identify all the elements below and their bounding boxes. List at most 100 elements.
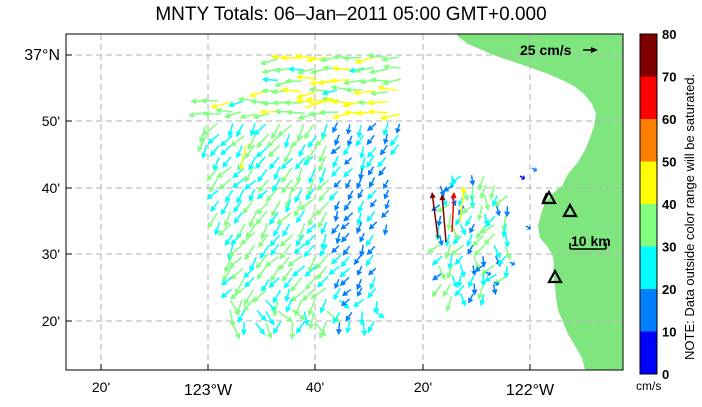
current-vector-head bbox=[340, 260, 347, 268]
current-vector-shaft bbox=[257, 123, 266, 133]
current-vector-head bbox=[308, 177, 315, 184]
current-vector-head bbox=[270, 249, 277, 256]
current-vector-shaft bbox=[270, 134, 281, 144]
current-vector-shaft bbox=[500, 255, 507, 262]
current-vector-head bbox=[281, 186, 288, 194]
current-vector-head bbox=[257, 186, 264, 193]
current-vector-shaft bbox=[193, 111, 207, 116]
current-vector-shaft bbox=[213, 145, 220, 153]
current-vector-head bbox=[244, 183, 251, 190]
current-vector-head bbox=[467, 297, 474, 304]
current-vector-head bbox=[304, 283, 312, 291]
current-vector-shaft bbox=[439, 235, 442, 242]
current-vector-head bbox=[336, 328, 342, 336]
current-vector-shaft bbox=[372, 101, 388, 104]
current-vector-shaft bbox=[369, 134, 375, 141]
current-vector-shaft bbox=[478, 264, 484, 270]
current-vector-shaft bbox=[445, 283, 452, 293]
colorbar-segment bbox=[640, 119, 657, 162]
current-vector-head bbox=[345, 129, 352, 135]
current-vector-shaft bbox=[265, 311, 272, 321]
current-vector-head bbox=[287, 66, 294, 73]
current-vector-shaft bbox=[211, 177, 219, 188]
current-vector-head bbox=[480, 261, 487, 268]
current-vector-shaft bbox=[321, 188, 330, 198]
current-vector-head bbox=[214, 229, 220, 236]
current-vector-head bbox=[231, 182, 239, 189]
current-vector-shaft bbox=[291, 111, 305, 114]
current-vector-head bbox=[389, 139, 396, 147]
current-vector-head bbox=[294, 163, 301, 170]
current-vector-head bbox=[333, 182, 340, 188]
current-vector-head bbox=[265, 260, 272, 267]
current-vector-shaft bbox=[207, 122, 218, 133]
current-vector-head bbox=[479, 299, 486, 307]
station-triangle-icon bbox=[541, 192, 549, 203]
current-vector-shaft bbox=[479, 284, 484, 295]
current-vector-shaft bbox=[362, 157, 366, 166]
current-vector-shaft bbox=[505, 265, 508, 273]
current-vector-head bbox=[281, 176, 288, 184]
current-vector-head bbox=[467, 248, 473, 255]
current-vector-shaft bbox=[234, 267, 244, 277]
current-vector-shaft bbox=[485, 271, 489, 275]
current-vector-shaft bbox=[503, 215, 507, 227]
current-vector-shaft bbox=[258, 210, 268, 221]
x-tick-label: 20' bbox=[414, 379, 432, 395]
map-title: MNTY Totals: 06–Jan–2011 05:00 GMT+0.000 bbox=[155, 4, 547, 25]
current-vector-shaft bbox=[472, 265, 475, 271]
current-vector-head bbox=[446, 224, 453, 231]
current-vector-shaft bbox=[369, 320, 375, 329]
current-vector-head bbox=[225, 195, 231, 203]
station-triangle-icon bbox=[547, 268, 563, 284]
current-vector-head bbox=[344, 159, 350, 165]
current-vector-shaft bbox=[336, 101, 352, 104]
current-vector-head bbox=[459, 271, 466, 279]
current-vector-shaft bbox=[301, 100, 317, 104]
current-vector-head bbox=[274, 108, 281, 115]
current-vector-shaft bbox=[437, 265, 444, 276]
current-vector-shaft bbox=[358, 287, 363, 293]
current-vector-shaft bbox=[284, 267, 293, 278]
current-vector-head bbox=[239, 113, 246, 120]
coastline-land bbox=[456, 34, 623, 370]
current-vector-head bbox=[340, 223, 347, 230]
current-vector-shaft bbox=[358, 124, 362, 133]
current-vector-shaft bbox=[345, 245, 351, 252]
current-vector-head bbox=[340, 300, 348, 307]
current-vector-shaft bbox=[361, 146, 365, 154]
current-vector-head bbox=[310, 293, 318, 300]
current-vector-shaft bbox=[479, 175, 485, 186]
current-vector-shaft bbox=[320, 155, 327, 168]
current-vector-head bbox=[201, 152, 208, 159]
current-vector-shaft bbox=[294, 289, 306, 299]
colorbar-tick-label: 60 bbox=[662, 112, 676, 127]
current-vector-head bbox=[268, 318, 275, 326]
current-vector-head bbox=[339, 279, 347, 287]
current-vector-shaft bbox=[227, 189, 234, 198]
current-vector-head bbox=[256, 141, 263, 149]
current-vector-head bbox=[357, 99, 364, 106]
current-vector-shaft bbox=[385, 179, 389, 185]
current-vector-shaft bbox=[335, 312, 341, 320]
current-vector-head bbox=[366, 99, 373, 106]
current-vector-shaft bbox=[283, 234, 294, 244]
current-vector-head bbox=[247, 143, 254, 151]
current-vector-head bbox=[287, 260, 295, 267]
current-vector-head bbox=[472, 240, 479, 247]
current-vector-head bbox=[232, 171, 239, 179]
current-vector-shaft bbox=[347, 321, 351, 329]
y-tick-label: 20' bbox=[42, 313, 60, 329]
current-vector-shaft bbox=[314, 287, 327, 297]
current-vector-shaft bbox=[259, 146, 269, 155]
current-vector-head bbox=[268, 163, 275, 170]
current-vector-head bbox=[444, 240, 451, 247]
current-vector-shaft bbox=[229, 123, 234, 133]
current-vector-shaft bbox=[467, 215, 473, 222]
current-vector-head bbox=[240, 329, 247, 336]
current-vector-shaft bbox=[300, 55, 316, 59]
current-vector-shaft bbox=[334, 155, 339, 164]
current-vector-shaft bbox=[313, 321, 323, 333]
current-vector-shaft bbox=[345, 288, 352, 294]
current-vector-shaft bbox=[271, 144, 281, 154]
